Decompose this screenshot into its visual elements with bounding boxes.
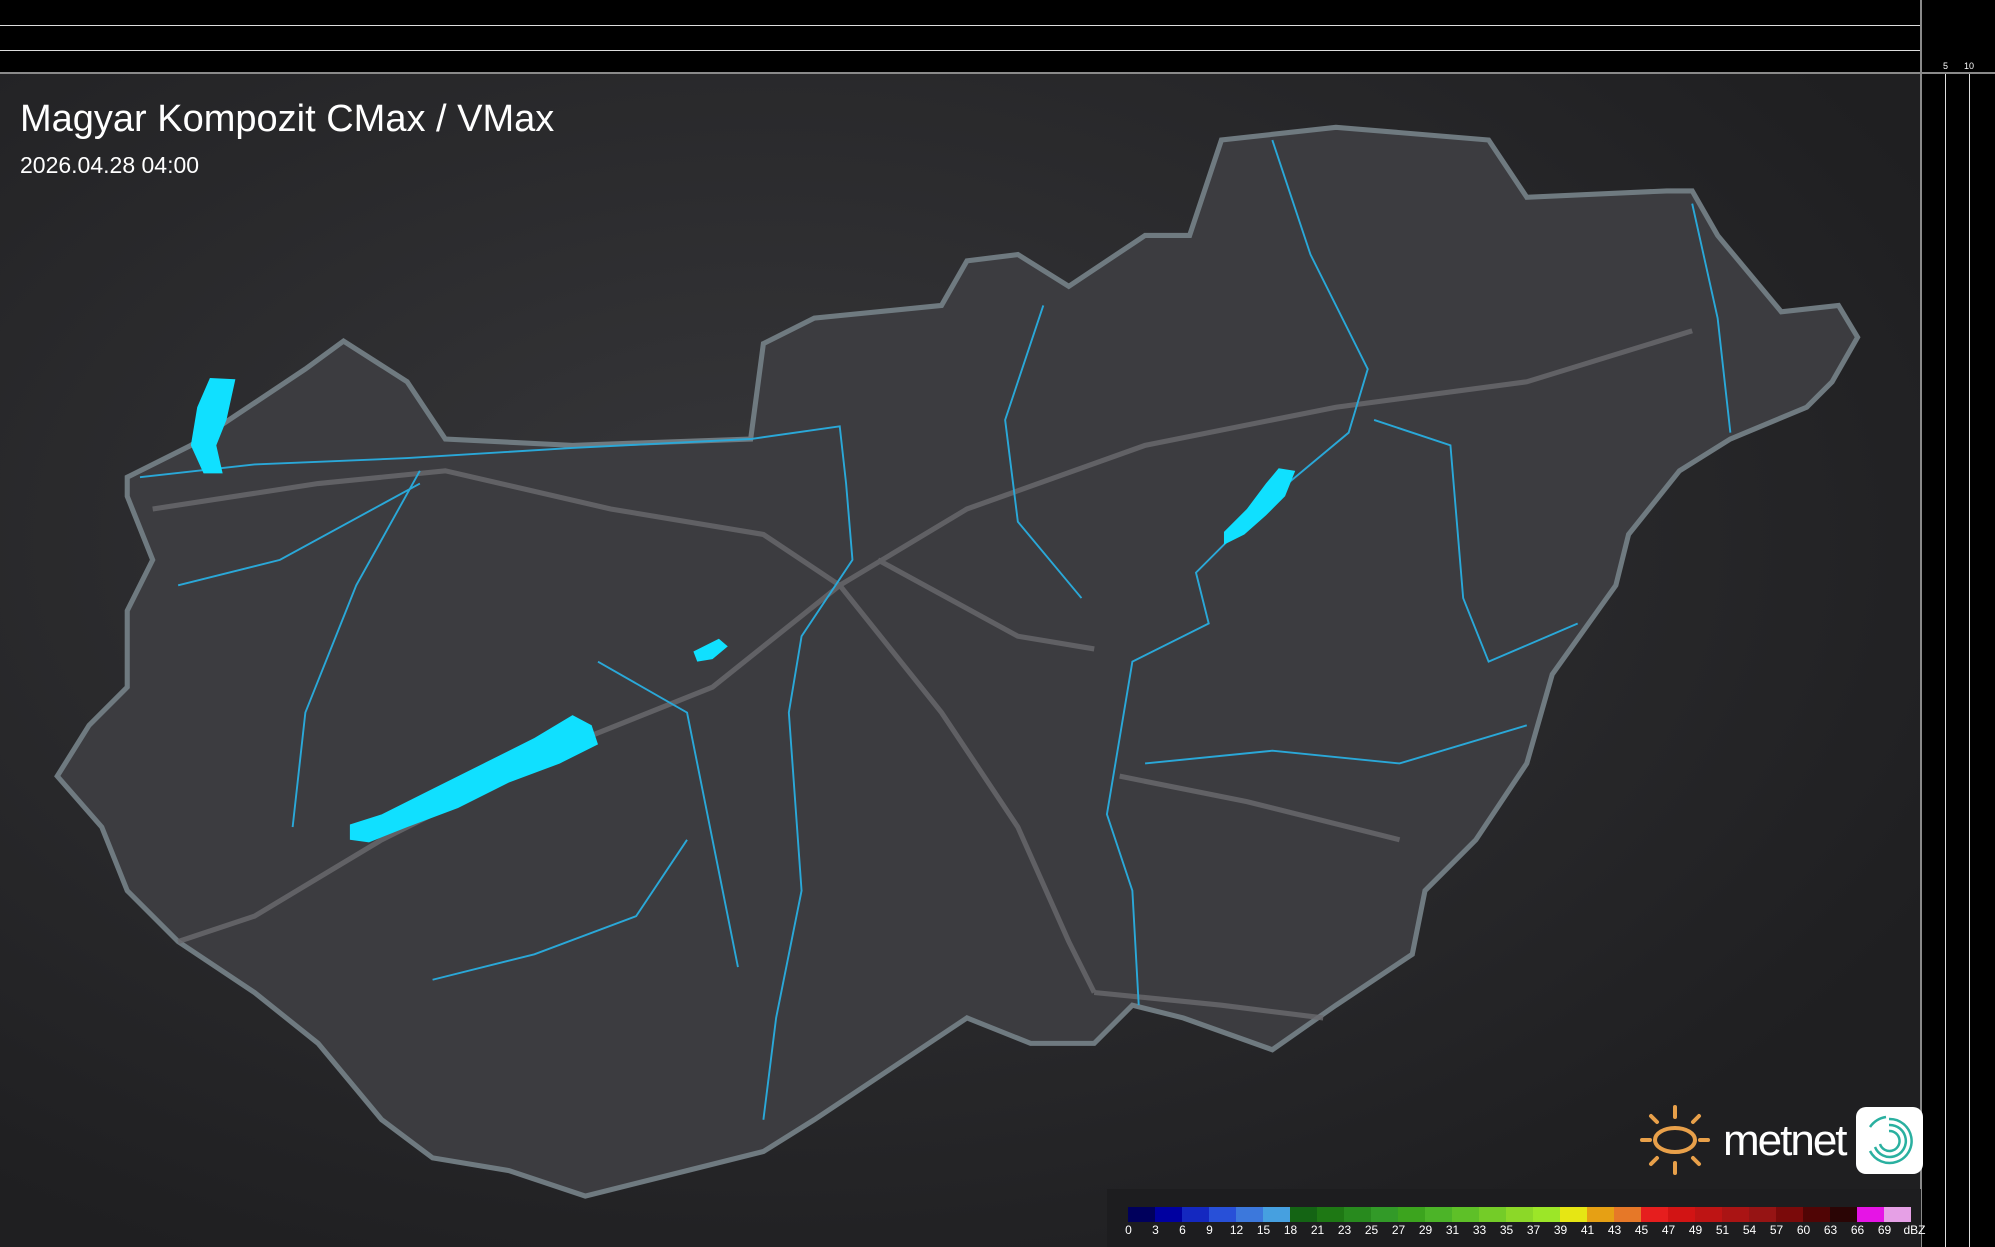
map-timestamp: 2026.04.28 04:00: [20, 152, 200, 178]
legend-label: 49: [1688, 1223, 1703, 1237]
lake-tisza: [1223, 468, 1296, 545]
legend-swatch: [1128, 1207, 1155, 1222]
legend-swatch: [1452, 1207, 1479, 1222]
legend-label: 23: [1337, 1223, 1352, 1237]
legend-label: 54: [1742, 1223, 1757, 1237]
legend-swatch: [1479, 1207, 1506, 1222]
legend-swatch: [1425, 1207, 1452, 1222]
legend-swatch: [1182, 1207, 1209, 1222]
tick-label: 5: [1943, 61, 1949, 71]
legend-swatch: [1776, 1207, 1803, 1222]
legend-label: 9: [1206, 1223, 1213, 1237]
legend-label: 45: [1634, 1223, 1649, 1237]
hungary-country-shape: [54, 124, 1861, 1199]
tick-label: 10: [1964, 61, 1975, 71]
legend-label: 39: [1553, 1223, 1568, 1237]
legend-swatch: [1884, 1207, 1911, 1222]
legend-label: 66: [1850, 1223, 1865, 1237]
river-tisza: [1105, 139, 1369, 1006]
top-scale-bar: 10 5: [0, 0, 1995, 73]
logo-text: metnet: [1723, 1115, 1848, 1165]
legend-unit: dBZ: [1903, 1223, 1926, 1237]
divider: [1920, 0, 1922, 1247]
legend-label: 51: [1715, 1223, 1730, 1237]
legend-label: 69: [1877, 1223, 1892, 1237]
legend-label: 25: [1364, 1223, 1379, 1237]
metnet-logo: metnet: [1638, 1103, 1923, 1178]
legend-label: 57: [1769, 1223, 1784, 1237]
legend-label: 35: [1499, 1223, 1514, 1237]
legend-swatch: [1641, 1207, 1668, 1222]
legend-swatch: [1371, 1207, 1398, 1222]
legend-label: 21: [1310, 1223, 1325, 1237]
lakes: [190, 377, 1296, 843]
lake-balaton: [349, 715, 598, 843]
river-danube: [139, 425, 854, 1120]
legend-label: 6: [1179, 1223, 1186, 1237]
scale-line-5: [0, 50, 1921, 51]
legend-label: 15: [1256, 1223, 1271, 1237]
legend-swatch: [1263, 1207, 1290, 1222]
legend-swatch: [1236, 1207, 1263, 1222]
legend-label: 31: [1445, 1223, 1460, 1237]
lake-velence: [693, 638, 728, 662]
legend-swatch: [1857, 1207, 1884, 1222]
swirl-icon: [1868, 1115, 1913, 1165]
legend-label: 33: [1472, 1223, 1487, 1237]
legend-label: 18: [1283, 1223, 1298, 1237]
legend-swatch: [1533, 1207, 1560, 1222]
legend-swatch: [1560, 1207, 1587, 1222]
legend-label: 41: [1580, 1223, 1595, 1237]
legend-swatch: [1587, 1207, 1614, 1222]
legend-swatch: [1668, 1207, 1695, 1222]
legend-swatch: [1398, 1207, 1425, 1222]
legend-swatch: [1695, 1207, 1722, 1222]
rivers: [139, 139, 1732, 1120]
legend-swatch: [1209, 1207, 1236, 1222]
app-icon: [1855, 1107, 1923, 1174]
scale-line-10: [1969, 73, 1970, 1247]
legend-label: 60: [1796, 1223, 1811, 1237]
legend-label: 0: [1125, 1223, 1132, 1237]
legend-label: 63: [1823, 1223, 1838, 1237]
legend-label: 27: [1391, 1223, 1406, 1237]
legend-label: 37: [1526, 1223, 1541, 1237]
legend-label: 3: [1152, 1223, 1159, 1237]
scale-line-5: [1945, 73, 1946, 1247]
legend-swatch: [1317, 1207, 1344, 1222]
legend-label: 47: [1661, 1223, 1676, 1237]
legend-label: 43: [1607, 1223, 1622, 1237]
divider: [0, 72, 1995, 74]
legend-swatch: [1290, 1207, 1317, 1222]
scale-line-10: [0, 25, 1921, 26]
legend-swatch: [1155, 1207, 1182, 1222]
map-title: Magyar Kompozit CMax / VMax: [20, 98, 555, 140]
legend-label: 12: [1229, 1223, 1244, 1237]
legend-swatch: [1749, 1207, 1776, 1222]
legend-swatch: [1722, 1207, 1749, 1222]
legend-swatch: [1344, 1207, 1371, 1222]
right-scale-bar: 5 10: [1921, 0, 1995, 1247]
legend-label: 29: [1418, 1223, 1433, 1237]
legend-swatch: [1614, 1207, 1641, 1222]
legend-swatch: [1830, 1207, 1857, 1222]
legend-swatch: [1803, 1207, 1830, 1222]
dbz-color-legend: 0 3 6 9 12 15 18 21 23 25 27 29 31 33 35 37 39 41 43 45 47 49…: [1107, 1189, 1926, 1247]
sun-icon: [1640, 1105, 1710, 1175]
legend-swatch: [1506, 1207, 1533, 1222]
lake-neusiedl: [190, 377, 236, 474]
